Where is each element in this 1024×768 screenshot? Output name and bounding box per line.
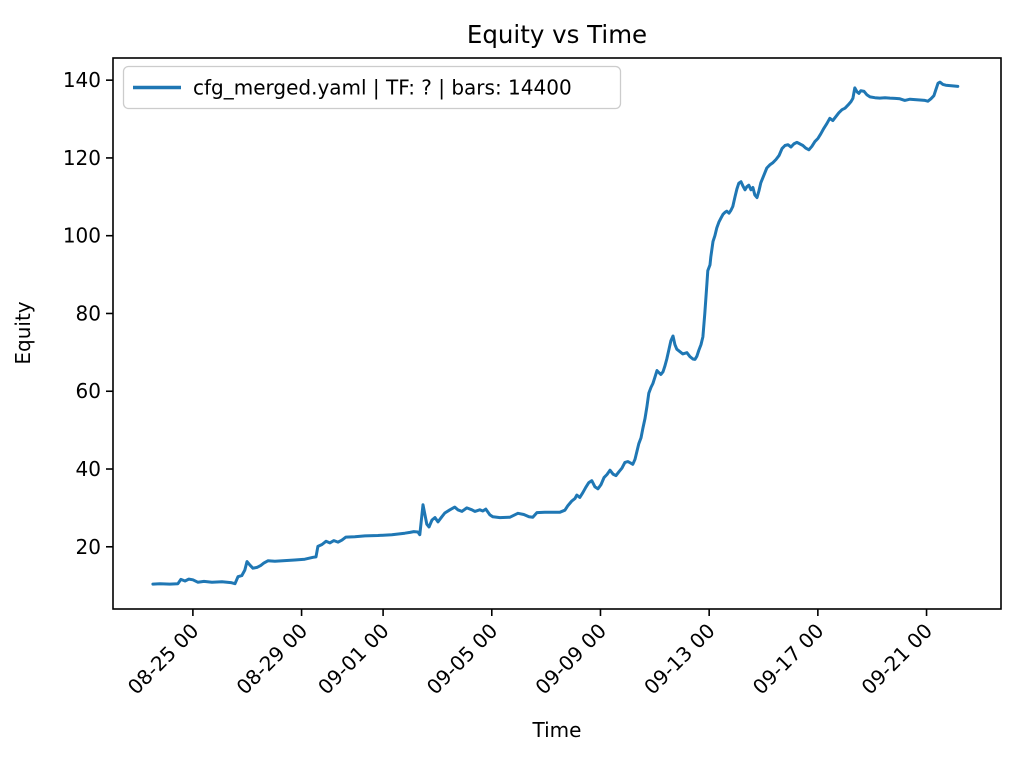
legend-box	[122, 65, 622, 110]
legend: cfg_merged.yaml | TF: ? | bars: 14400	[122, 65, 622, 110]
y-tick-label: 100	[63, 224, 101, 248]
plot-border	[112, 57, 1002, 610]
x-tick-label: 09-09 00	[530, 619, 611, 700]
x-tick-label: 08-29 00	[232, 619, 313, 700]
x-tick-label: 08-25 00	[123, 619, 204, 700]
y-tick-label: 20	[76, 535, 101, 559]
y-tick-label: 60	[76, 379, 101, 403]
y-tick-label: 120	[63, 146, 101, 170]
y-tick-label: 140	[63, 68, 101, 92]
x-axis-label: Time	[532, 718, 582, 742]
y-tick-label: 40	[76, 457, 101, 481]
y-axis: 20 40 60 80 100 120 140	[63, 68, 113, 559]
y-tick-label: 80	[76, 301, 101, 325]
x-tick-label: 09-01 00	[313, 619, 394, 700]
equity-line-series	[151, 80, 960, 586]
x-tick-label: 09-05 00	[422, 619, 503, 700]
legend-label: cfg_merged.yaml | TF: ? | bars: 14400	[193, 76, 572, 100]
chart-title: Equity vs Time	[467, 20, 647, 49]
x-tick-label: 09-13 00	[639, 619, 720, 700]
x-axis: 08-25 00 08-29 00 09-01 00 09-05 00 09-09 00…	[123, 609, 937, 699]
x-tick-label: 09-17 00	[748, 619, 829, 700]
y-axis-label: Equity	[11, 301, 35, 364]
x-tick-label: 09-21 00	[857, 619, 938, 700]
